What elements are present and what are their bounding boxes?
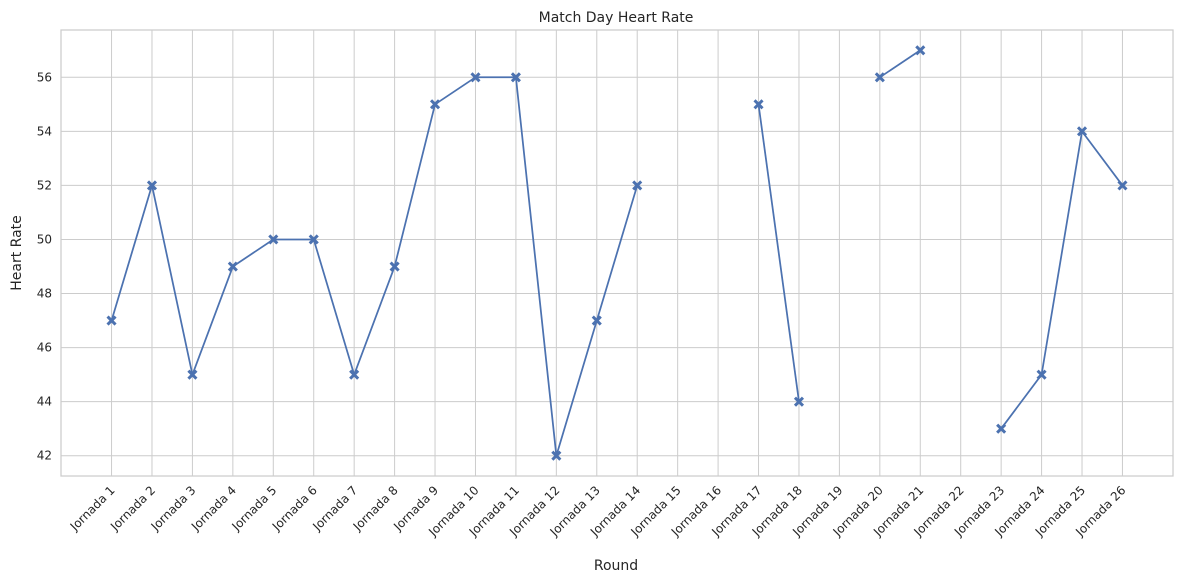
y-tick-label: 44 [37,395,52,409]
data-point [551,450,562,461]
data-point [106,315,117,326]
plot-frame [60,29,1174,477]
data-point [308,234,319,245]
y-tick-label: 50 [37,232,52,246]
data-point [429,99,441,110]
series-segment [1000,130,1124,430]
data-point [389,261,400,272]
data-point [1036,369,1047,380]
data-point [874,72,885,83]
series-segment [110,76,639,457]
y-tick-label: 48 [37,287,52,301]
data-point [632,180,643,191]
series-line [110,49,1124,457]
data-point [268,234,279,245]
data-point [793,396,805,407]
data-point [996,423,1007,434]
chart-title: Match Day Heart Rate [539,10,694,26]
y-axis-label: Heart Rate [9,215,25,291]
data-point [146,180,158,191]
grid [61,30,1173,476]
y-tick-label: 54 [37,124,52,138]
data-point [915,45,926,56]
y-tick-label: 42 [37,449,52,463]
series-segment [757,104,800,402]
data-point [1117,180,1128,191]
series-segment [879,49,921,79]
data-point [510,72,521,83]
data-point [227,261,238,272]
y-tick-label: 52 [37,178,52,192]
y-tick-labels: 42 44 46 48 50 52 54 56 [37,70,52,462]
x-axis-label: Round [594,558,638,574]
series-markers [106,45,1128,461]
data-point [470,72,481,83]
y-tick-label: 46 [37,341,52,355]
data-point [349,369,360,380]
y-tick-label: 56 [37,70,52,84]
data-point [1076,126,1088,137]
data-point [591,315,602,326]
data-point [187,369,198,380]
data-point [753,99,764,110]
